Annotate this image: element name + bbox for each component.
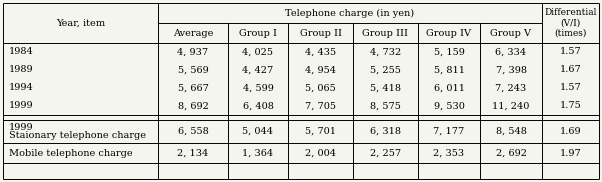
Text: 1.57: 1.57 [560, 84, 582, 92]
Text: 1, 364: 1, 364 [243, 149, 273, 157]
Text: 5, 255: 5, 255 [370, 66, 401, 74]
Text: 5, 701: 5, 701 [305, 127, 336, 136]
Text: Year, item: Year, item [56, 19, 105, 27]
Text: 6, 334: 6, 334 [495, 48, 527, 56]
Text: 8, 692: 8, 692 [178, 102, 208, 110]
Text: 2, 134: 2, 134 [178, 149, 209, 157]
Text: Telephone charge (in yen): Telephone charge (in yen) [285, 8, 415, 17]
Text: 7, 705: 7, 705 [305, 102, 336, 110]
Text: 6, 408: 6, 408 [243, 102, 273, 110]
Text: 4, 025: 4, 025 [243, 48, 273, 56]
Text: Group V: Group V [491, 29, 532, 37]
Text: 4, 435: 4, 435 [305, 48, 336, 56]
Text: 1.75: 1.75 [560, 102, 582, 110]
Text: 2, 257: 2, 257 [370, 149, 401, 157]
Text: Group III: Group III [362, 29, 409, 37]
Text: 7, 177: 7, 177 [433, 127, 465, 136]
Text: Group II: Group II [300, 29, 341, 37]
Text: 5, 418: 5, 418 [370, 84, 401, 92]
Text: 2, 004: 2, 004 [305, 149, 336, 157]
Text: 2, 353: 2, 353 [433, 149, 465, 157]
Text: 4, 599: 4, 599 [243, 84, 273, 92]
Text: 4, 937: 4, 937 [178, 48, 208, 56]
Text: 9, 530: 9, 530 [433, 102, 464, 110]
Text: Differential
(V/I)
(times): Differential (V/I) (times) [544, 8, 597, 38]
Text: Group I: Group I [239, 29, 277, 37]
Text: 5, 044: 5, 044 [243, 127, 273, 136]
Text: 1999: 1999 [9, 122, 34, 132]
Text: Mobile telephone charge: Mobile telephone charge [9, 149, 132, 157]
Text: 1999: 1999 [9, 102, 34, 110]
Text: 7, 398: 7, 398 [495, 66, 527, 74]
Text: Average: Average [173, 29, 213, 37]
Text: 1984: 1984 [9, 48, 34, 56]
Text: 1.69: 1.69 [560, 127, 582, 136]
Text: 4, 427: 4, 427 [243, 66, 274, 74]
Text: 5, 811: 5, 811 [433, 66, 465, 74]
Text: 5, 159: 5, 159 [433, 48, 464, 56]
Text: 1.97: 1.97 [560, 149, 582, 157]
Text: 4, 954: 4, 954 [305, 66, 336, 74]
Text: 6, 318: 6, 318 [370, 127, 401, 136]
Text: Group IV: Group IV [426, 29, 471, 37]
Text: 7, 243: 7, 243 [495, 84, 527, 92]
Text: 5, 065: 5, 065 [305, 84, 336, 92]
Text: Staionary telephone charge: Staionary telephone charge [9, 132, 146, 141]
Text: 11, 240: 11, 240 [492, 102, 530, 110]
Text: 8, 548: 8, 548 [495, 127, 526, 136]
Text: 1.57: 1.57 [560, 48, 582, 56]
Text: 8, 575: 8, 575 [370, 102, 401, 110]
Text: 6, 011: 6, 011 [433, 84, 465, 92]
Text: 1994: 1994 [9, 84, 34, 92]
Text: 1989: 1989 [9, 66, 34, 74]
Text: 1.67: 1.67 [560, 66, 582, 74]
Text: 4, 732: 4, 732 [370, 48, 401, 56]
Text: 5, 667: 5, 667 [178, 84, 208, 92]
Text: 2, 692: 2, 692 [495, 149, 527, 157]
Text: 6, 558: 6, 558 [178, 127, 208, 136]
Text: 5, 569: 5, 569 [178, 66, 208, 74]
